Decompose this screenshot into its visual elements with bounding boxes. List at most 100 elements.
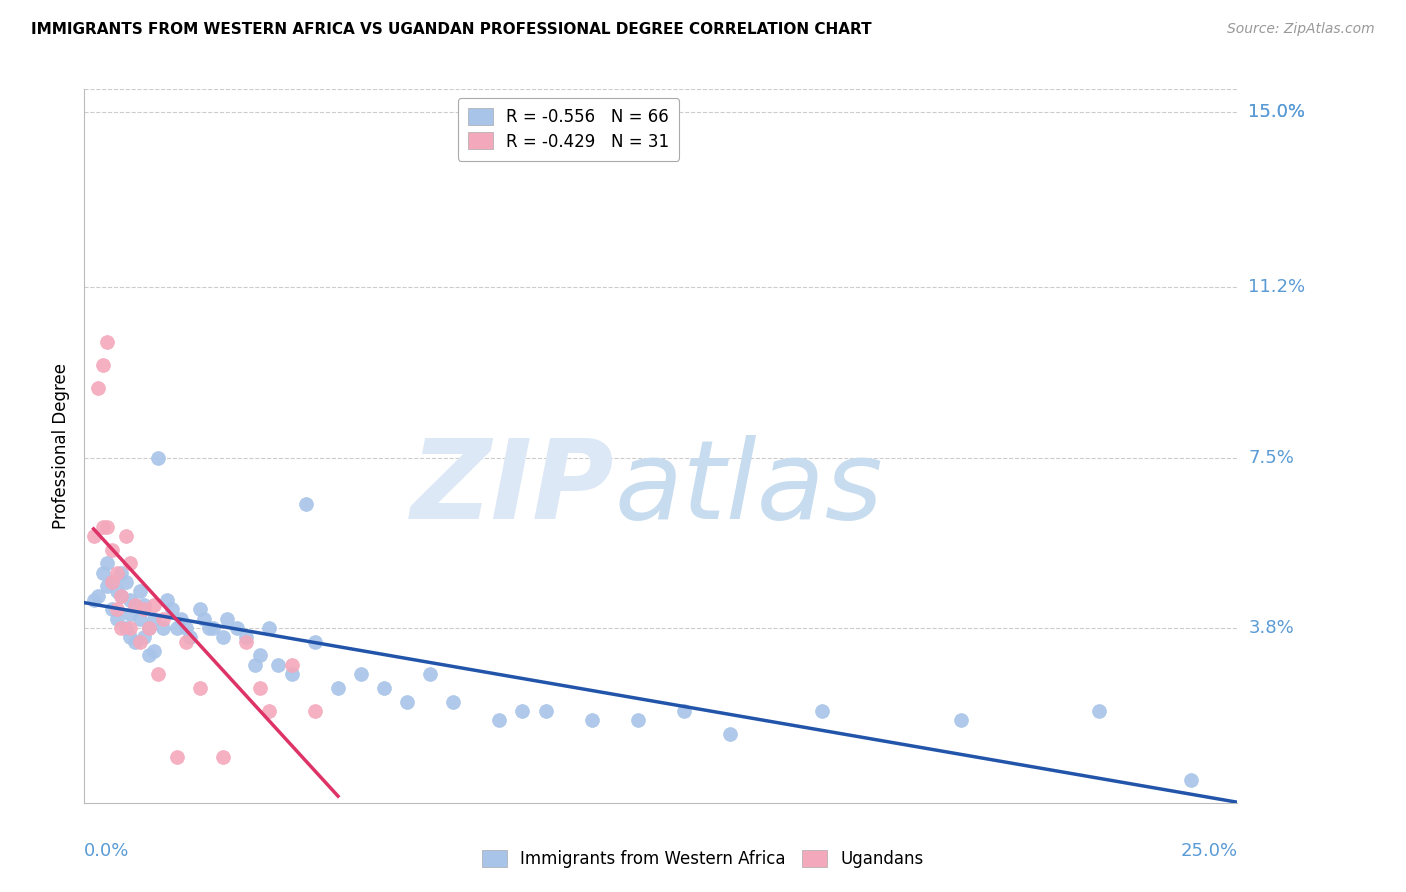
Point (170, 612, 193, 626)
Point (267, 657, 290, 672)
Point (96, 335, 118, 350)
Point (120, 557, 142, 571)
Point (373, 681, 395, 695)
Point (105, 566, 128, 580)
Point (96, 557, 118, 571)
Point (811, 704, 834, 718)
Point (128, 634, 150, 648)
Point (83, 529, 105, 543)
Point (188, 602, 211, 616)
Point (146, 450, 169, 465)
Point (138, 648, 160, 663)
Point (174, 634, 197, 648)
Point (160, 602, 183, 616)
Point (142, 598, 165, 612)
Point (581, 713, 603, 727)
Point (512, 704, 534, 718)
Point (257, 621, 280, 635)
Point (110, 566, 132, 580)
Point (105, 612, 128, 626)
Point (304, 634, 326, 648)
Point (718, 727, 741, 741)
Point (146, 666, 169, 681)
Point (225, 621, 247, 635)
Point (174, 621, 197, 635)
Point (156, 593, 179, 607)
Y-axis label: Professional Degree: Professional Degree (52, 363, 70, 529)
Point (281, 666, 304, 681)
Point (166, 621, 188, 635)
Point (211, 749, 233, 764)
Point (294, 497, 316, 511)
Point (152, 612, 174, 626)
Point (243, 657, 266, 672)
Point (120, 607, 142, 621)
Point (105, 602, 128, 616)
Text: 15.0%: 15.0% (1249, 103, 1305, 121)
Point (120, 621, 142, 635)
Point (115, 621, 138, 635)
Text: 25.0%: 25.0% (1180, 842, 1237, 860)
Point (179, 630, 201, 644)
Point (110, 621, 132, 635)
Point (949, 713, 972, 727)
Point (128, 612, 150, 626)
Point (142, 612, 165, 626)
Point (1180, 772, 1202, 787)
Point (91, 519, 114, 533)
Text: Source: ZipAtlas.com: Source: ZipAtlas.com (1227, 22, 1375, 37)
Point (105, 584, 128, 599)
Point (128, 584, 150, 599)
Text: atlas: atlas (614, 435, 883, 542)
Text: 15.0%: 15.0% (1249, 103, 1305, 121)
Point (101, 574, 124, 589)
Point (672, 704, 695, 718)
Point (120, 593, 142, 607)
Point (235, 630, 257, 644)
Point (152, 621, 174, 635)
Point (281, 657, 304, 672)
Point (101, 574, 124, 589)
Point (202, 621, 225, 635)
Point (124, 634, 146, 648)
Point (198, 621, 221, 635)
Legend: R = -0.556   N = 66, R = -0.429   N = 31: R = -0.556 N = 66, R = -0.429 N = 31 (458, 97, 679, 161)
Point (134, 598, 156, 612)
Point (87, 381, 110, 395)
Point (87, 589, 110, 603)
Point (142, 644, 165, 658)
Legend: Immigrants from Western Africa, Ugandans: Immigrants from Western Africa, Ugandans (475, 843, 931, 875)
Text: IMMIGRANTS FROM WESTERN AFRICA VS UGANDAN PROFESSIONAL DEGREE CORRELATION CHART: IMMIGRANTS FROM WESTERN AFRICA VS UGANDA… (31, 22, 872, 37)
Point (350, 666, 373, 681)
Point (96, 519, 118, 533)
Point (1088, 704, 1111, 718)
Text: ZIP: ZIP (411, 435, 614, 542)
Point (96, 579, 118, 593)
Point (249, 648, 271, 663)
Point (257, 704, 280, 718)
Point (91, 359, 114, 373)
Point (441, 694, 464, 708)
Point (396, 694, 419, 708)
Point (188, 681, 211, 695)
Point (488, 713, 510, 727)
Point (249, 681, 271, 695)
Point (101, 602, 124, 616)
Point (124, 598, 146, 612)
Point (110, 589, 132, 603)
Point (120, 630, 142, 644)
Point (211, 630, 233, 644)
Text: 3.8%: 3.8% (1249, 619, 1294, 637)
Point (419, 666, 441, 681)
Point (534, 704, 557, 718)
Point (91, 566, 114, 580)
Point (138, 621, 160, 635)
Point (134, 602, 156, 616)
Point (115, 529, 138, 543)
Point (326, 681, 349, 695)
Point (83, 593, 105, 607)
Point (166, 749, 188, 764)
Point (138, 621, 160, 635)
Point (193, 612, 215, 626)
Point (110, 589, 132, 603)
